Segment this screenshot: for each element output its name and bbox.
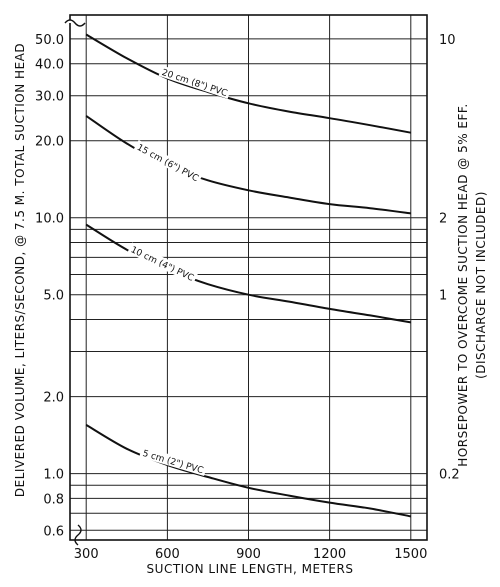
y-axis-break-mark <box>64 19 86 27</box>
y-tick-label: 30.0 <box>35 90 64 105</box>
x-axis-break-mark <box>74 524 82 546</box>
x-tick-label: 1500 <box>394 547 427 562</box>
x-axis-label: SUCTION LINE LENGTH, METERS <box>147 562 354 576</box>
y2-tick-label: 10 <box>439 33 456 48</box>
y-tick-label: 20.0 <box>35 135 64 150</box>
y-tick-label: 2.0 <box>43 391 64 406</box>
grid-layer <box>64 14 428 546</box>
series-label-background <box>158 65 232 99</box>
x-tick-label: 900 <box>236 547 261 562</box>
y-tick-label: 5.0 <box>43 289 64 304</box>
right-axis-sublabel: (DISCHARGE NOT INCLUDED) <box>474 191 488 379</box>
series-line <box>85 424 411 518</box>
y-tick-label: 0.8 <box>43 492 64 507</box>
y-tick-label: 50.0 <box>35 33 64 48</box>
series-label: 10 cm (4") PVC <box>129 245 195 284</box>
y-axis-label: DELIVERED VOLUME, LITERS/SECOND, @ 7.5 M… <box>13 43 27 497</box>
y-tick-label: 40.0 <box>35 58 64 73</box>
series-label-background <box>127 242 198 284</box>
series-label-background <box>133 140 203 185</box>
series-line <box>85 33 411 134</box>
right-axis-label: HORSEPOWER TO OVERCOME SUCTION HEAD @ 5%… <box>456 103 470 466</box>
x-tick-label: 300 <box>74 547 99 562</box>
y-tick-label: 0.6 <box>43 524 64 539</box>
y2-tick-label: 0.2 <box>439 468 460 483</box>
y2-tick-label: 2 <box>439 212 447 227</box>
series-label-background <box>139 446 208 476</box>
x-tick-label: 600 <box>155 547 180 562</box>
y-tick-label: 1.0 <box>43 468 64 483</box>
plot-frame <box>69 14 428 541</box>
y2-tick-label: 1 <box>439 289 447 304</box>
x-tick-label: 1200 <box>313 547 346 562</box>
y-tick-label: 10.0 <box>35 212 64 227</box>
tick-layer: 0.6 0.8 1.0 2.0 5.0 10.0 20.0 30.0 40.0 50.0 300 60… <box>35 33 460 562</box>
series-label: 20 cm (8") PVC <box>160 68 228 99</box>
